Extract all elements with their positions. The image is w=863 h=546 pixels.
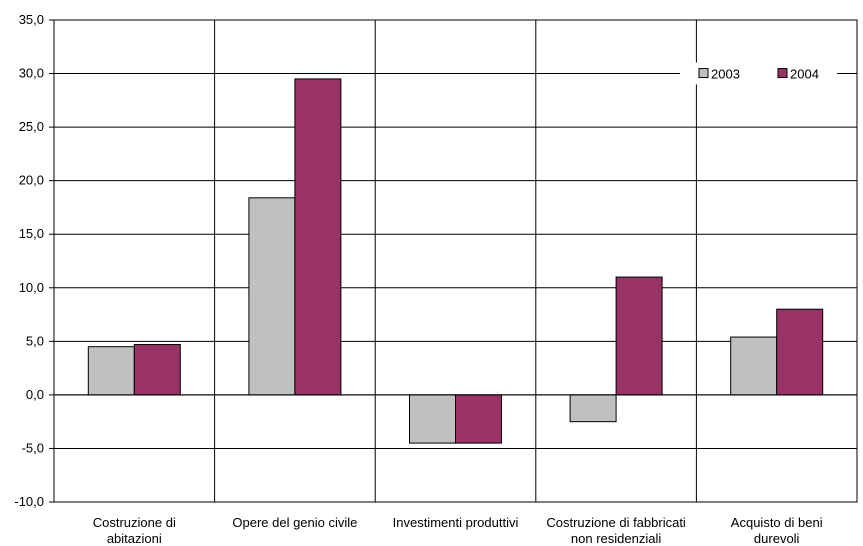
- bar-2003-2: [409, 394, 456, 444]
- y-tick-label: 20,0: [19, 173, 44, 188]
- y-tick-label: 10,0: [19, 280, 44, 295]
- category-label: Costruzione di fabbricati: [546, 515, 686, 530]
- category-label: non residenziali: [571, 531, 661, 546]
- bar-2004-4: [776, 308, 824, 396]
- bar-2003-3: [569, 394, 617, 423]
- bar-2004-1: [294, 78, 342, 396]
- y-tick-label: 30,0: [19, 66, 44, 81]
- bar-2004-3: [615, 276, 663, 396]
- legend-background: [680, 62, 837, 85]
- bar-2003-4: [730, 336, 778, 396]
- y-tick-label: 35,0: [19, 12, 44, 27]
- category-label: Costruzione di: [93, 515, 176, 530]
- bar-2003-0: [87, 346, 135, 396]
- y-tick-label: 15,0: [19, 226, 44, 241]
- y-tick-label: -10,0: [14, 494, 44, 509]
- category-label: abitazioni: [107, 531, 162, 546]
- y-tick-label: 0,0: [26, 387, 44, 402]
- category-label: Investimenti produttivi: [393, 515, 519, 530]
- axis-layer: -10,0 -5,0 0,0 5,0 10,0 15,0 20,0 25,0 30,0 35,0 C…: [14, 12, 858, 546]
- legend: 2003 2004: [680, 62, 837, 85]
- legend-swatch-2003: [698, 68, 709, 79]
- legend-label-2003: 2003: [711, 67, 740, 82]
- legend-swatch-2004: [777, 68, 788, 79]
- y-tick-label: 5,0: [26, 333, 44, 348]
- y-tick-label: 25,0: [19, 119, 44, 134]
- bar-2003-1: [248, 197, 296, 396]
- bars-layer: [54, 78, 857, 444]
- bar-2004-2: [455, 394, 502, 444]
- plot-frame: [53, 19, 858, 503]
- y-tick-label: -5,0: [22, 440, 44, 455]
- category-label: durevoli: [754, 531, 800, 546]
- category-label: Opere del genio civile: [232, 515, 357, 530]
- bar-2004-0: [133, 344, 181, 396]
- legend-label-2004: 2004: [790, 67, 819, 82]
- category-label: Acquisto di beni: [731, 515, 823, 530]
